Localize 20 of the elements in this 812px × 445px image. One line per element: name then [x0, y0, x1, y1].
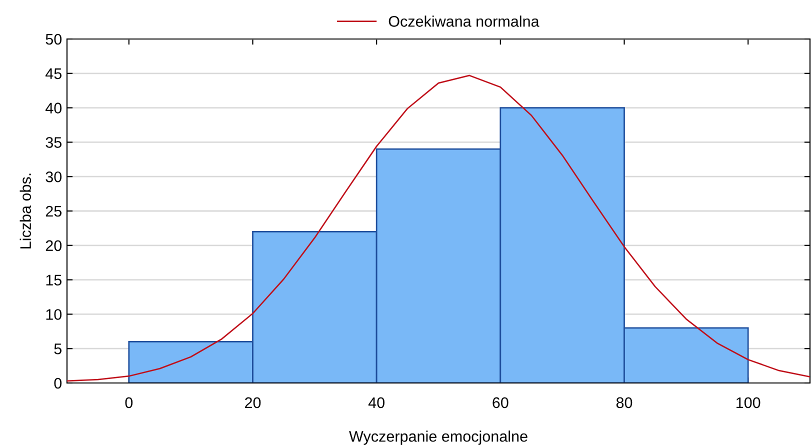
y-tick-label: 25	[46, 206, 62, 217]
x-tick-label: 0	[125, 397, 133, 408]
y-tick-label: 15	[46, 274, 62, 286]
legend-label: Oczekiwana normalna	[388, 16, 540, 27]
x-tick-label: 60	[492, 397, 508, 408]
x-tick-label: 100	[736, 397, 760, 408]
y-tick-label: 20	[46, 240, 62, 252]
y-tick-label: 50	[46, 34, 62, 45]
y-tick-label: 10	[46, 309, 62, 320]
y-axis-title: Liczba obs.	[20, 174, 32, 248]
y-tick-label: 35	[46, 137, 62, 148]
x-tick-label: 80	[616, 397, 632, 408]
x-axis-title: Wyczerpanie emocjonalne	[349, 430, 528, 445]
x-tick-label: 40	[368, 397, 384, 408]
y-tick-label: 40	[46, 102, 62, 114]
y-tick-label: 30	[46, 171, 62, 182]
y-tick-label: 0	[54, 378, 62, 389]
y-tick-label: 5	[54, 344, 62, 354]
y-tick-label: 45	[46, 68, 62, 80]
x-tick-label: 20	[245, 397, 261, 408]
